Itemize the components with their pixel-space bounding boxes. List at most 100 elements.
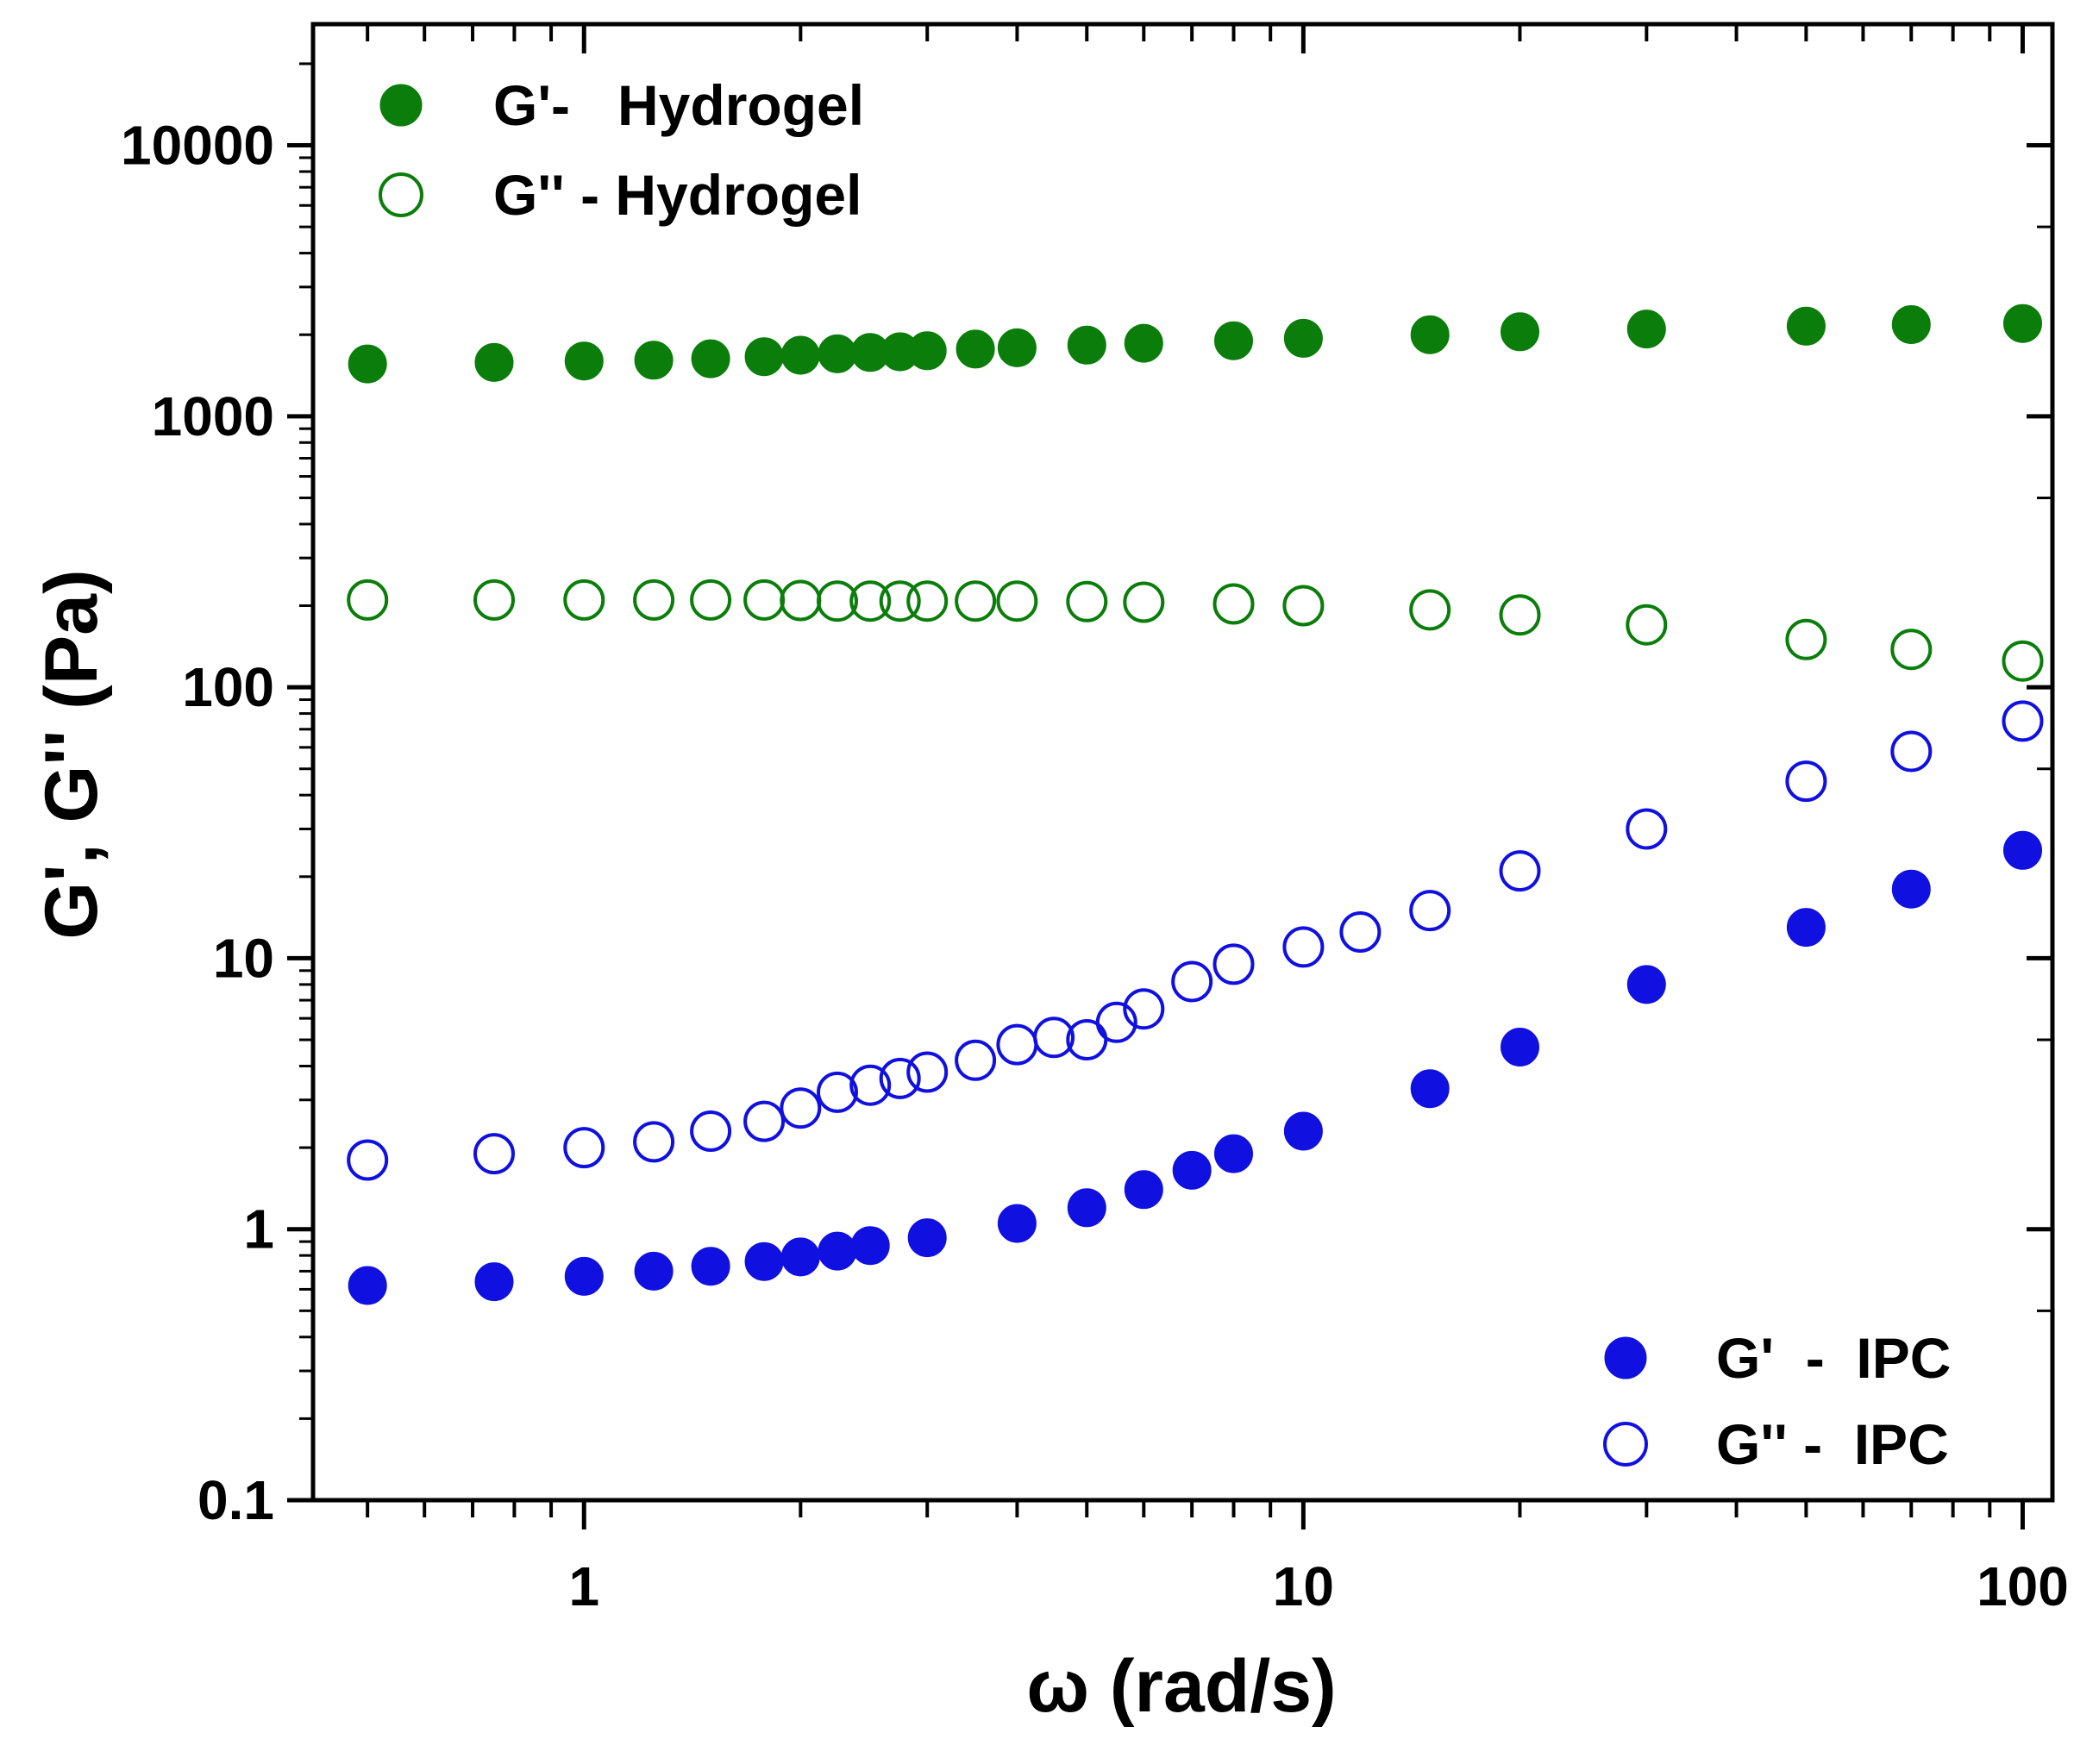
open-data-point — [633, 1121, 675, 1163]
filled-data-point — [850, 1226, 890, 1266]
open-data-point — [347, 1139, 389, 1181]
series-2 — [348, 830, 2042, 1305]
filled-data-point — [818, 334, 857, 373]
open-data-point — [817, 1071, 858, 1113]
open-data-point — [1171, 960, 1213, 1003]
filled-data-point — [744, 337, 784, 377]
filled-data-point — [1891, 869, 1931, 909]
y-tick-label: 10000 — [121, 115, 274, 177]
filled-data-point — [2003, 830, 2042, 870]
legend-label: G'- Hydrogel — [493, 73, 864, 137]
filled-data-point — [1786, 306, 1826, 346]
filled-data-point — [1626, 310, 1666, 349]
filled-data-point — [1410, 1069, 1450, 1109]
open-data-point — [690, 579, 732, 621]
y-tick-label: 0.1 — [197, 1469, 274, 1531]
filled-data-point — [1124, 1170, 1163, 1210]
filled-data-point — [907, 331, 947, 371]
legend-marker — [379, 84, 423, 127]
filled-data-point — [474, 342, 514, 382]
x-tick-label: 1 — [568, 1555, 599, 1617]
open-data-point — [1123, 988, 1165, 1030]
legend-marker — [379, 172, 423, 217]
open-data-point — [1409, 589, 1451, 631]
filled-data-point — [474, 1262, 514, 1302]
open-data-point — [1785, 618, 1827, 660]
filled-data-point — [564, 1256, 604, 1296]
open-data-point — [996, 580, 1038, 622]
open-data-point — [1499, 594, 1541, 636]
open-data-point — [563, 1127, 605, 1169]
open-data-point — [1499, 850, 1541, 892]
open-data-point — [690, 1110, 732, 1152]
legend-label: G'' - Hydrogel — [493, 163, 862, 227]
open-data-point — [743, 1100, 786, 1142]
open-data-point — [1066, 580, 1108, 622]
filled-data-point — [780, 335, 820, 375]
open-data-point — [1339, 911, 1382, 953]
filled-data-point — [1626, 965, 1666, 1004]
legend-bottom-right: G' - IPC G'' - IPC — [1603, 1326, 1951, 1476]
filled-data-point — [956, 329, 995, 369]
filled-data-point — [691, 339, 730, 378]
open-data-point — [906, 1051, 949, 1093]
filled-data-point — [634, 1251, 674, 1291]
legend-label: G' - IPC — [1716, 1326, 1951, 1390]
filled-data-point — [1067, 325, 1106, 365]
filled-data-point — [1410, 315, 1450, 354]
filled-data-point — [1214, 321, 1253, 360]
series-3 — [347, 700, 2044, 1181]
open-data-point — [955, 580, 997, 622]
filled-data-point — [1891, 305, 1931, 344]
y-axis-title: G', G'' (Pa) — [30, 569, 113, 939]
open-data-point — [2002, 700, 2044, 742]
open-data-point — [473, 1133, 515, 1175]
open-data-point — [1212, 943, 1255, 985]
open-data-point — [743, 579, 786, 621]
filled-data-point — [1067, 1188, 1106, 1228]
y-tick-label: 1000 — [152, 385, 274, 447]
open-data-point — [1282, 926, 1325, 968]
filled-data-point — [1214, 1134, 1253, 1173]
open-data-point — [906, 580, 949, 622]
filled-data-point — [564, 341, 604, 381]
open-data-point — [955, 1039, 997, 1081]
legend-layer: G'- Hydrogel G'' - Hydrogel G' - IPC G'' - … — [379, 73, 1951, 1476]
open-data-point — [1890, 629, 1933, 671]
open-data-point — [1626, 604, 1668, 646]
open-data-point — [1033, 1016, 1075, 1059]
filled-data-point — [2003, 303, 2042, 343]
open-data-point — [1626, 808, 1668, 850]
open-data-point — [633, 579, 675, 621]
open-data-point — [879, 580, 921, 622]
legend-label: G'' - IPC — [1716, 1412, 1949, 1476]
filled-data-point — [1283, 1111, 1323, 1151]
legend-marker — [1604, 1336, 1647, 1379]
plot-frame — [310, 22, 2055, 1503]
y-tick-labels: 0.1 1 10 100 1000 10000 — [121, 115, 274, 1531]
open-data-point — [563, 579, 605, 621]
minor-ticks — [299, 24, 2052, 1517]
open-data-point — [2002, 640, 2044, 682]
legend-top-left: G'- Hydrogel G'' - Hydrogel — [379, 73, 864, 227]
filled-data-point — [1283, 318, 1323, 358]
filled-data-point — [1501, 312, 1539, 352]
open-data-point — [1890, 730, 1933, 773]
filled-data-point — [744, 1242, 784, 1281]
filled-data-point — [1501, 1028, 1539, 1067]
filled-data-point — [1172, 1150, 1212, 1190]
open-data-point — [879, 1057, 921, 1099]
x-axis-title: ω (rad/s) — [1026, 1645, 1336, 1728]
filled-data-point — [348, 344, 387, 384]
open-data-point — [780, 1087, 822, 1129]
y-tick-label: 100 — [182, 656, 274, 718]
x-tick-labels: 1 10 100 — [568, 1555, 2068, 1617]
filled-data-point — [691, 1247, 730, 1286]
filled-data-point — [1124, 323, 1163, 363]
series-1 — [347, 579, 2044, 682]
filled-data-point — [997, 1204, 1037, 1243]
open-data-point — [780, 579, 822, 622]
filled-data-point — [1786, 908, 1826, 948]
open-data-point — [1123, 581, 1165, 623]
y-tick-label: 10 — [213, 927, 274, 989]
